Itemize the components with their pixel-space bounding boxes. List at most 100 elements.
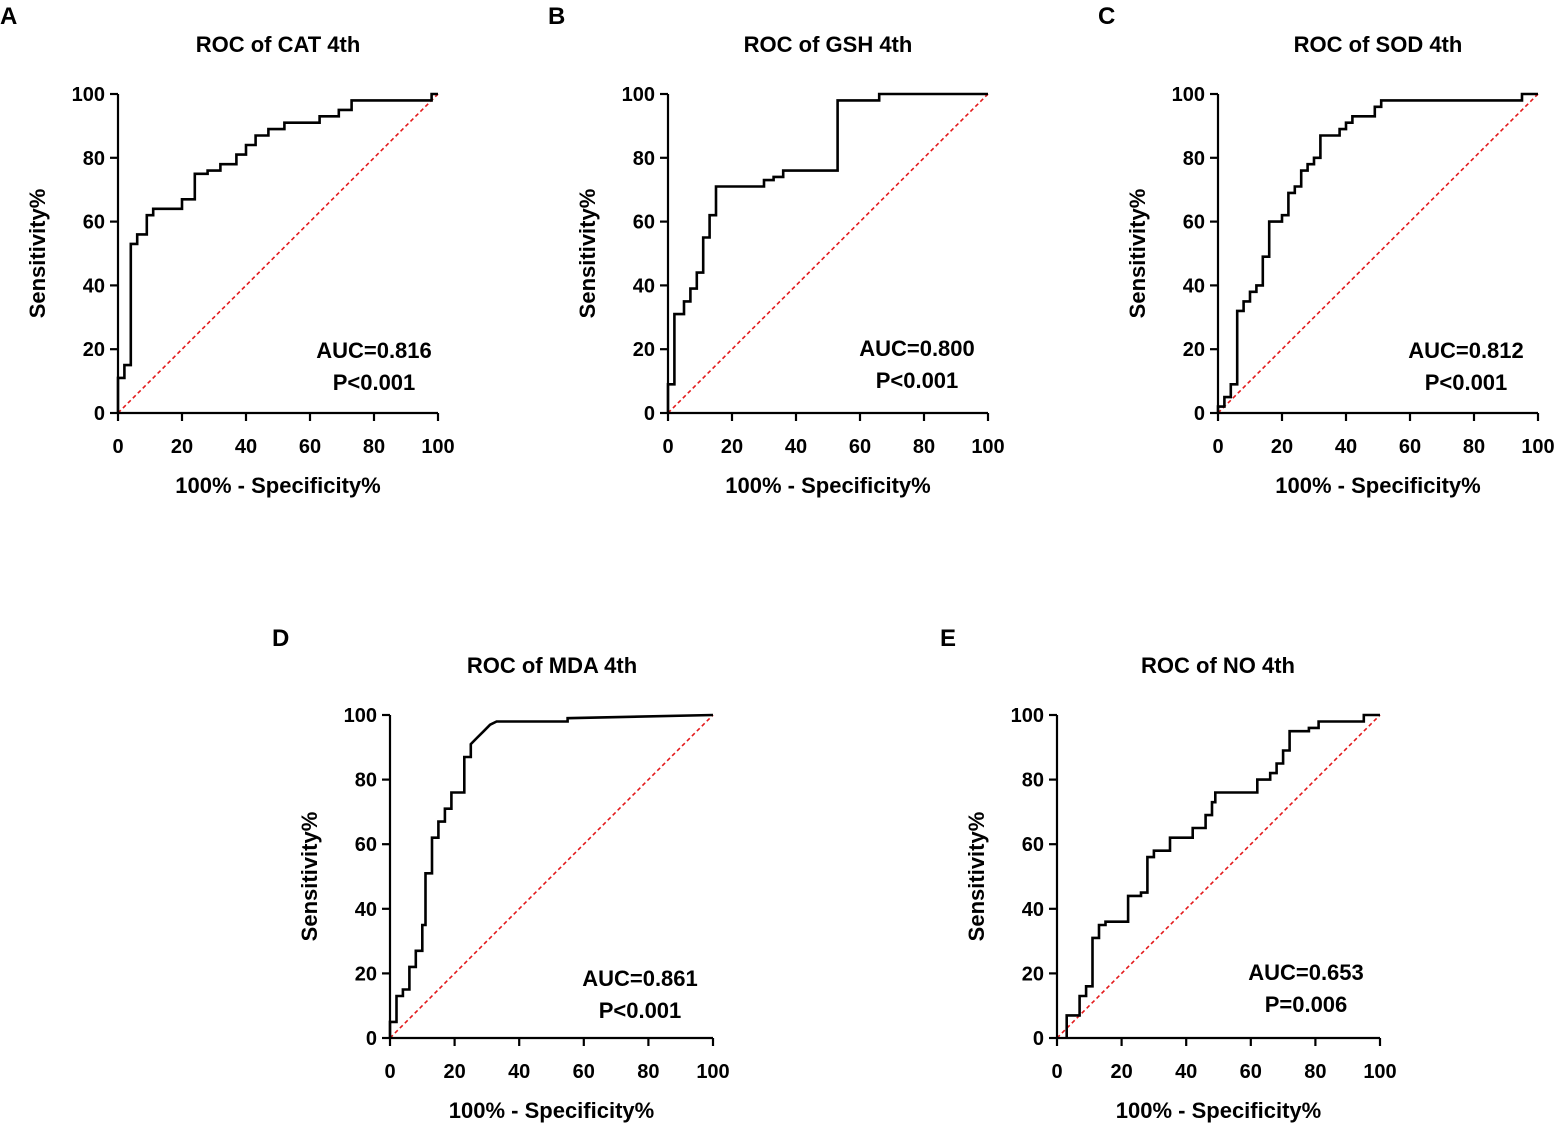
y-tick-label: 40 <box>1183 275 1205 297</box>
y-tick-label: 20 <box>83 339 105 361</box>
y-tick-label: 0 <box>1033 1028 1044 1050</box>
y-tick-label: 100 <box>1011 705 1044 727</box>
y-tick-label: 100 <box>1172 84 1205 106</box>
y-axis-label: Sensitivity% <box>964 812 989 942</box>
x-tick-label: 0 <box>1212 436 1223 458</box>
x-tick-label: 80 <box>363 436 385 458</box>
y-tick-label: 40 <box>355 899 377 921</box>
x-axis-label: 100% - Specificity% <box>1275 473 1480 498</box>
x-axis-label: 100% - Specificity% <box>449 1098 654 1123</box>
panel-letter: C <box>1098 3 1115 30</box>
x-tick-label: 40 <box>235 436 257 458</box>
y-axis-label: Sensitivity% <box>1125 189 1150 319</box>
y-tick-label: 100 <box>622 84 655 106</box>
y-tick-label: 0 <box>366 1028 377 1050</box>
auc-annotation: AUC=0.653 <box>1248 960 1364 985</box>
x-tick-label: 20 <box>443 1061 465 1083</box>
x-tick-label: 0 <box>662 436 673 458</box>
panel-letter: E <box>940 625 956 652</box>
x-tick-label: 0 <box>112 436 123 458</box>
panel-a: A ROC of CAT 4th 0 20 40 60 80 100 0 20 40 60 80 100 1… <box>0 3 455 498</box>
chart-title: ROC of CAT 4th <box>196 32 361 57</box>
y-tick-label: 100 <box>72 84 105 106</box>
y-tick-label: 20 <box>1022 963 1044 985</box>
panel-c: C ROC of SOD 4th 0 20 40 60 80 100 0 20 40 60 80 100 1… <box>1098 3 1555 498</box>
x-tick-label: 100 <box>696 1061 729 1083</box>
y-tick-label: 60 <box>1022 834 1044 856</box>
x-tick-label: 40 <box>785 436 807 458</box>
x-tick-label: 60 <box>1240 1061 1262 1083</box>
roc-curve <box>1065 713 1380 1038</box>
x-tick-label: 80 <box>1304 1061 1326 1083</box>
auc-annotation: AUC=0.800 <box>859 336 975 361</box>
x-tick-label: 100 <box>971 436 1004 458</box>
y-tick-label: 0 <box>1194 403 1205 425</box>
x-tick-label: 60 <box>299 436 321 458</box>
chart-title: ROC of NO 4th <box>1141 653 1295 678</box>
p-value-annotation: P<0.001 <box>599 998 682 1023</box>
roc-curve <box>116 92 438 413</box>
y-tick-label: 80 <box>355 770 377 792</box>
reference-line <box>667 93 989 414</box>
y-tick-label: 0 <box>644 403 655 425</box>
y-tick-label: 80 <box>1183 148 1205 170</box>
y-tick-label: 40 <box>1022 899 1044 921</box>
x-tick-label: 100 <box>1363 1061 1396 1083</box>
x-tick-label: 80 <box>1463 436 1485 458</box>
y-tick-label: 40 <box>83 275 105 297</box>
chart-title: ROC of SOD 4th <box>1294 32 1463 57</box>
reference-line <box>389 714 714 1039</box>
panel-letter: B <box>548 3 565 30</box>
roc-curve <box>1216 92 1538 413</box>
panel-d: D ROC of MDA 4th 0 20 40 60 80 100 0 20 40 60 80 100 1… <box>272 625 730 1123</box>
x-tick-label: 60 <box>573 1061 595 1083</box>
p-value-annotation: P<0.001 <box>333 370 416 395</box>
reference-line <box>117 93 439 414</box>
y-tick-label: 60 <box>355 834 377 856</box>
roc-curve <box>666 92 988 413</box>
p-value-annotation: P<0.001 <box>876 368 959 393</box>
x-tick-label: 40 <box>1175 1061 1197 1083</box>
x-tick-label: 80 <box>913 436 935 458</box>
x-axis-label: 100% - Specificity% <box>725 473 930 498</box>
reference-line <box>1056 714 1381 1039</box>
y-tick-label: 20 <box>633 339 655 361</box>
y-tick-label: 100 <box>344 705 377 727</box>
x-tick-label: 0 <box>1051 1061 1062 1083</box>
x-tick-label: 0 <box>384 1061 395 1083</box>
panel-letter: A <box>0 3 17 30</box>
y-tick-label: 0 <box>94 403 105 425</box>
x-tick-label: 60 <box>1399 436 1421 458</box>
panel-b: B ROC of GSH 4th 0 20 40 60 80 100 0 20 40 60 80 100 1… <box>548 3 1005 498</box>
chart-title: ROC of MDA 4th <box>467 653 637 678</box>
x-tick-label: 100 <box>421 436 454 458</box>
y-tick-label: 80 <box>1022 770 1044 792</box>
y-tick-label: 40 <box>633 275 655 297</box>
auc-annotation: AUC=0.861 <box>582 966 698 991</box>
x-tick-label: 40 <box>1335 436 1357 458</box>
p-value-annotation: P<0.001 <box>1425 370 1508 395</box>
x-axis-label: 100% - Specificity% <box>1116 1098 1321 1123</box>
y-tick-label: 60 <box>1183 212 1205 234</box>
auc-annotation: AUC=0.812 <box>1408 338 1524 363</box>
x-tick-label: 40 <box>508 1061 530 1083</box>
x-tick-label: 100 <box>1521 436 1554 458</box>
roc-curve <box>388 713 714 1038</box>
y-axis-label: Sensitivity% <box>575 189 600 319</box>
x-tick-label: 20 <box>721 436 743 458</box>
panel-letter: D <box>272 625 289 652</box>
y-axis-label: Sensitivity% <box>297 812 322 942</box>
x-tick-label: 20 <box>171 436 193 458</box>
chart-title: ROC of GSH 4th <box>744 32 913 57</box>
y-tick-label: 60 <box>633 212 655 234</box>
y-tick-label: 20 <box>1183 339 1205 361</box>
panel-e: E ROC of NO 4th 0 20 40 60 80 100 0 20 40 60 80 100 10… <box>940 625 1397 1123</box>
x-tick-label: 80 <box>637 1061 659 1083</box>
y-tick-label: 80 <box>83 148 105 170</box>
y-tick-label: 60 <box>83 212 105 234</box>
y-tick-label: 80 <box>633 148 655 170</box>
reference-line <box>1217 93 1539 414</box>
x-axis-label: 100% - Specificity% <box>175 473 380 498</box>
x-tick-label: 20 <box>1110 1061 1132 1083</box>
